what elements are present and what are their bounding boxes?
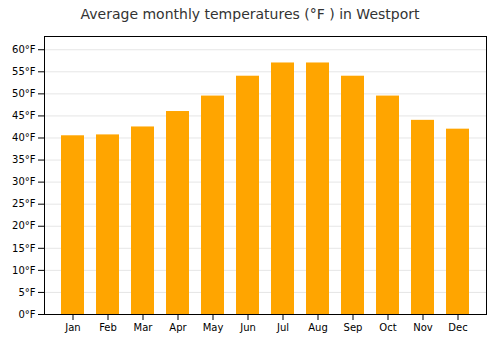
svg-text:Jan: Jan	[64, 322, 80, 333]
svg-text:May: May	[203, 322, 224, 333]
svg-text:Oct: Oct	[379, 322, 396, 333]
svg-text:Apr: Apr	[169, 322, 187, 333]
svg-text:50°F: 50°F	[12, 88, 36, 99]
svg-text:30°F: 30°F	[12, 176, 36, 187]
svg-text:Feb: Feb	[99, 322, 117, 333]
svg-text:5°F: 5°F	[18, 287, 35, 298]
svg-text:Dec: Dec	[448, 322, 467, 333]
svg-text:Jun: Jun	[239, 322, 256, 333]
svg-text:0°F: 0°F	[18, 309, 35, 320]
svg-text:45°F: 45°F	[12, 110, 36, 121]
svg-text:Sep: Sep	[344, 322, 363, 333]
svg-text:10°F: 10°F	[12, 265, 36, 276]
svg-text:25°F: 25°F	[12, 198, 36, 209]
svg-text:40°F: 40°F	[12, 132, 36, 143]
html-text:Average monthly temperatures (: Average monthly temperatures (°F ) in We…	[80, 6, 420, 22]
svg-text:Jul: Jul	[276, 322, 289, 333]
svg-text:15°F: 15°F	[12, 243, 36, 254]
svg-text:55°F: 55°F	[12, 66, 36, 77]
svg-text:20°F: 20°F	[12, 220, 36, 231]
svg-text:60°F: 60°F	[12, 44, 36, 55]
svg-text:Nov: Nov	[413, 322, 433, 333]
svg-text:Aug: Aug	[308, 322, 328, 333]
svg-text:Mar: Mar	[134, 322, 154, 333]
svg-text:35°F: 35°F	[12, 154, 36, 165]
